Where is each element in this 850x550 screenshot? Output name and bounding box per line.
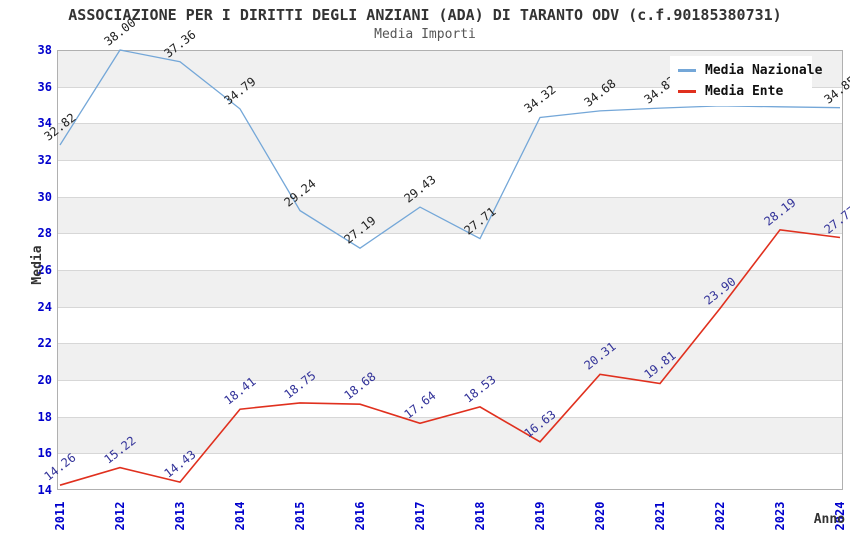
grid-band	[57, 270, 843, 307]
y-axis-title: Media	[30, 245, 45, 285]
series-line-1	[59, 228, 841, 486]
x-axis-title: Anno	[813, 512, 845, 527]
y-tick-label: 32	[37, 153, 52, 167]
plot-border	[57, 50, 843, 490]
grid-line	[57, 380, 843, 381]
grid-line	[57, 416, 843, 418]
grid-line	[57, 343, 843, 345]
grid-line	[57, 453, 843, 455]
y-tick-label: 30	[37, 189, 52, 204]
legend-item-media-ente: Media Ente	[678, 81, 812, 102]
y-tick-label: 24	[37, 299, 52, 314]
y-tick-label: 26	[37, 263, 52, 277]
series-line-0	[59, 49, 841, 249]
grid-line	[57, 270, 843, 271]
legend-label: Media Nazionale	[705, 63, 823, 78]
y-tick-label: 16	[37, 446, 52, 461]
y-tick-label: 38	[37, 43, 52, 57]
grid-line	[57, 233, 843, 235]
y-tick-label: 14	[37, 483, 52, 497]
grid-line	[57, 306, 843, 308]
y-tick-label: 34	[37, 116, 52, 131]
grid-band	[57, 343, 843, 380]
y-tick-label: 36	[37, 79, 52, 94]
y-tick-label: 22	[37, 336, 52, 351]
chart-subtitle: Media Importi	[374, 27, 476, 42]
media-nazionale-line-swatch	[678, 69, 696, 72]
chart-title: ASSOCIAZIONE PER I DIRITTI DEGLI ANZIANI…	[68, 6, 782, 24]
grid-line	[57, 86, 843, 88]
grid-line	[57, 196, 843, 198]
y-tick-label: 28	[37, 226, 52, 241]
grid-line	[57, 123, 843, 125]
grid-band	[57, 123, 843, 160]
legend-label: Media Ente	[705, 84, 784, 99]
grid-band	[57, 416, 843, 454]
grid-band	[57, 196, 843, 234]
grid-line	[57, 160, 843, 161]
legend-item-media-nazionale: Media Nazionale	[678, 60, 822, 81]
legend: Media Nazionale Media Ente	[670, 56, 822, 106]
y-tick-label: 20	[37, 373, 52, 387]
y-tick-label: 18	[37, 409, 52, 424]
media-ente-line-swatch	[678, 90, 696, 93]
